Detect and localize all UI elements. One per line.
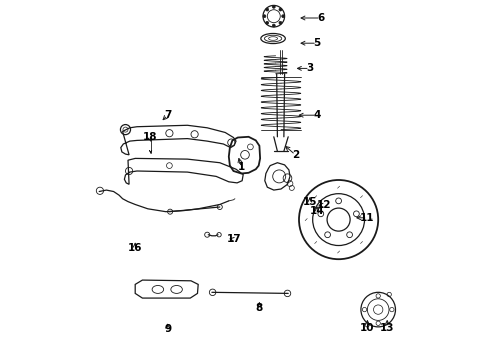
Text: 1: 1 <box>238 162 245 172</box>
Text: 8: 8 <box>256 303 263 313</box>
Text: 7: 7 <box>164 110 171 120</box>
Text: 18: 18 <box>143 132 157 142</box>
Circle shape <box>266 21 269 24</box>
Circle shape <box>272 5 275 8</box>
Text: 10: 10 <box>360 323 375 333</box>
Text: 9: 9 <box>164 324 171 334</box>
Text: 12: 12 <box>317 200 331 210</box>
Text: 3: 3 <box>306 63 314 73</box>
Circle shape <box>279 8 282 11</box>
Text: 5: 5 <box>314 38 320 48</box>
Text: 6: 6 <box>317 13 324 23</box>
Circle shape <box>279 21 282 24</box>
Text: 4: 4 <box>313 110 320 120</box>
Circle shape <box>282 15 285 18</box>
Text: 11: 11 <box>360 213 375 223</box>
Text: 13: 13 <box>380 323 394 333</box>
Text: 2: 2 <box>292 150 299 160</box>
Text: 15: 15 <box>302 197 317 207</box>
Circle shape <box>272 24 275 27</box>
Circle shape <box>263 15 266 18</box>
Text: 14: 14 <box>310 206 324 216</box>
Circle shape <box>97 187 103 194</box>
Circle shape <box>266 8 269 11</box>
Text: 16: 16 <box>128 243 143 253</box>
Text: 17: 17 <box>227 234 242 244</box>
